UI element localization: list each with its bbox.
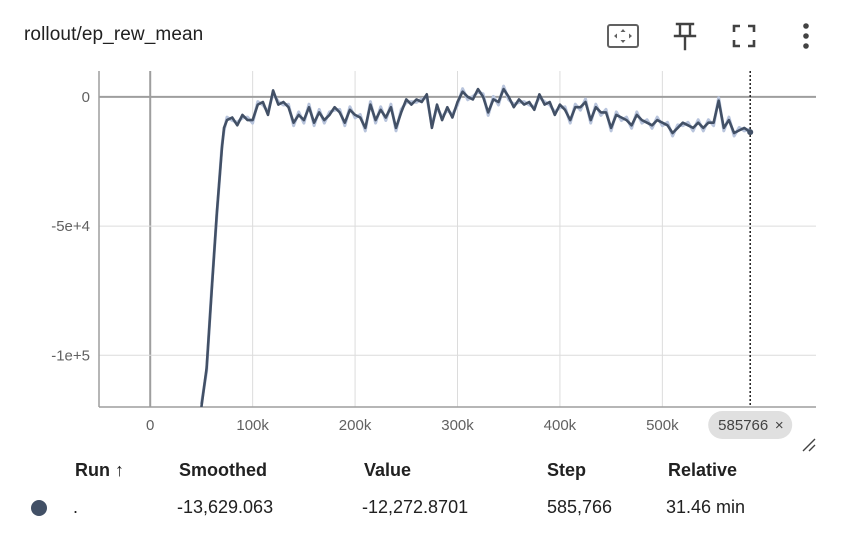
fit-domain-button[interactable]	[605, 18, 641, 54]
raw-series-line	[199, 84, 751, 405]
pin-button[interactable]	[667, 18, 703, 54]
header-relative: Relative	[668, 460, 738, 480]
header-step: Step	[547, 460, 587, 480]
x-tick-label: 300k	[441, 417, 474, 434]
chart-title: rollout/ep_rew_mean	[24, 24, 204, 45]
cell-relative: 31.46 min	[666, 497, 746, 517]
y-tick-label: -1e+5	[51, 347, 90, 364]
fullscreen-icon	[732, 24, 756, 48]
resize-handle[interactable]	[800, 436, 816, 452]
x-tick-label: 500k	[646, 417, 679, 434]
header-run[interactable]: Run ↑	[75, 460, 124, 480]
more-vert-icon	[803, 23, 809, 49]
run-color-dot	[31, 500, 47, 516]
cell-run: .	[73, 497, 79, 517]
cell-value: -12,272.8701	[362, 497, 469, 517]
cell-step: 585,766	[547, 497, 613, 517]
line-chart[interactable]: 0 100k 200k 300k 400k 500k 0 -5e+4 -1e+5 585766 ×	[0, 60, 841, 455]
resize-icon	[802, 438, 816, 452]
close-icon[interactable]: ×	[775, 417, 784, 434]
header-smoothed: Smoothed	[179, 460, 267, 480]
x-tick-label: 200k	[339, 417, 372, 434]
step-chip-label: 585766	[718, 417, 768, 434]
card-toolbar	[600, 18, 830, 54]
y-tick-label: -5e+4	[51, 218, 90, 235]
fullscreen-button[interactable]	[726, 18, 762, 54]
pin-icon	[673, 22, 697, 51]
x-tick-label: 100k	[236, 417, 269, 434]
y-tick-label: 0	[82, 89, 90, 106]
step-chip[interactable]	[708, 411, 793, 439]
series-line[interactable]	[200, 87, 751, 407]
header-value: Value	[364, 460, 412, 480]
chart-area[interactable]: 0 100k 200k 300k 400k 500k 0 -5e+4 -1e+5 585766 ×	[0, 60, 841, 455]
x-tick-label: 400k	[544, 417, 577, 434]
cursor-point	[747, 129, 754, 136]
more-options-button[interactable]	[788, 18, 824, 54]
fit-domain-icon	[607, 24, 639, 48]
cell-smoothed: -13,629.063	[177, 497, 274, 517]
x-tick-label: 0	[146, 417, 154, 434]
